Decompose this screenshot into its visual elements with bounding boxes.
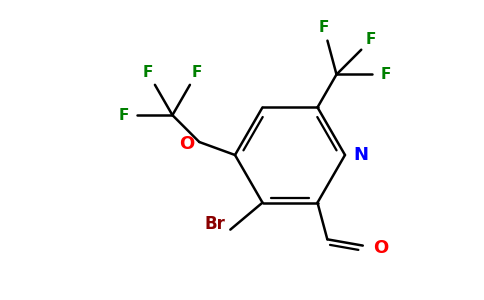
Text: O: O (179, 135, 194, 153)
Text: F: F (318, 20, 329, 34)
Text: Br: Br (204, 214, 226, 232)
Text: F: F (380, 67, 391, 82)
Text: F: F (192, 65, 202, 80)
Text: F: F (118, 108, 129, 123)
Text: F: F (143, 65, 153, 80)
Text: O: O (373, 238, 388, 256)
Text: F: F (366, 32, 377, 47)
Text: N: N (353, 146, 368, 164)
